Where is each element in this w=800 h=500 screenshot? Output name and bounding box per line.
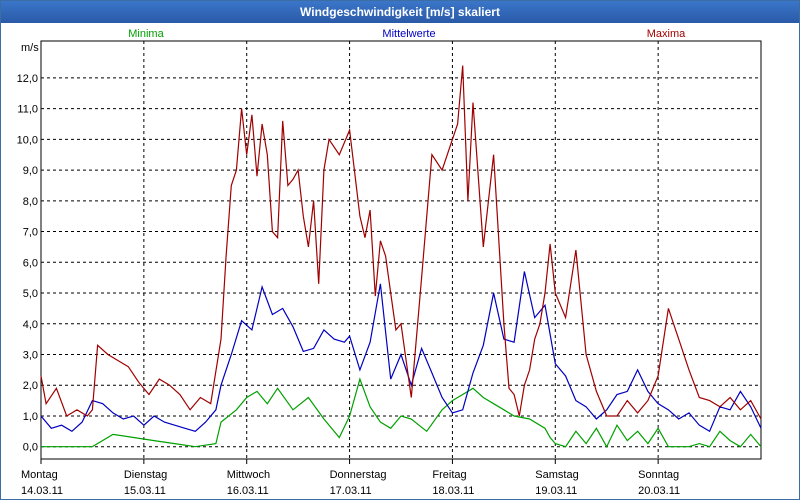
legend-mittelwerte: Mittelwerte (382, 28, 435, 40)
x-date-label: 17.03.11 (330, 485, 372, 497)
y-tick-label: 10,0 (17, 134, 38, 146)
x-date-label: 14.03.11 (21, 485, 63, 497)
series-line-mittelwerte (40, 271, 762, 433)
y-tick-label: 8,0 (23, 196, 38, 208)
series-line-maxima (40, 65, 762, 420)
x-day-label: Mittwoch (227, 469, 270, 481)
x-day-label: Montag (21, 469, 58, 481)
y-tick-label: 5,0 (23, 288, 38, 300)
x-date-label: 18.03.11 (432, 485, 474, 497)
x-day-label: Dienstag (124, 469, 167, 481)
x-day-label: Freitag (432, 469, 466, 481)
series-line-minima (41, 377, 762, 449)
y-axis-label: m/s (21, 42, 39, 54)
y-tick-label: 7,0 (23, 227, 38, 239)
x-date-label: 19.03.11 (535, 485, 577, 497)
legend-maxima: Maxima (647, 28, 686, 40)
y-tick-label: 12,0 (17, 73, 38, 85)
x-date-label: 15.03.11 (124, 485, 166, 497)
y-tick-label: 3,0 (23, 350, 38, 362)
x-date-label: 20.03.11 (638, 485, 680, 497)
x-day-label: Samstag (535, 469, 578, 481)
x-day-label: Sonntag (638, 469, 679, 481)
y-tick-label: 2,0 (23, 380, 38, 392)
y-tick-label: 1,0 (23, 411, 38, 423)
y-tick-label: 0,0 (23, 442, 38, 454)
chart-title: Windgeschwindigkeit [m/s] skaliert (1, 1, 799, 23)
y-tick-label: 4,0 (23, 319, 38, 331)
x-date-label: 16.03.11 (227, 485, 269, 497)
plot-area (40, 40, 762, 460)
x-day-label: Donnerstag (330, 469, 387, 481)
y-tick-label: 11,0 (17, 104, 38, 116)
legend-minima: Minima (128, 28, 164, 40)
y-tick-label: 6,0 (23, 257, 38, 269)
y-tick-label: 9,0 (23, 165, 38, 177)
